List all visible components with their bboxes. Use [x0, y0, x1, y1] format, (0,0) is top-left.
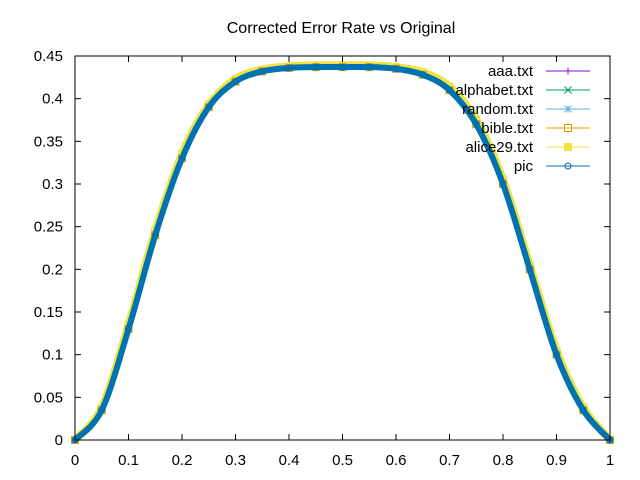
legend-label: aaa.txt — [488, 63, 534, 80]
data-point — [312, 63, 320, 71]
legend-label: pic — [514, 158, 534, 175]
chart-title: Corrected Error Rate vs Original — [227, 20, 456, 37]
legend-item: alice29.txt — [465, 139, 590, 156]
legend: aaa.txt alphabet.txt random.txt bible.txt al… — [455, 63, 590, 175]
x-tick-label: 0.6 — [386, 452, 407, 469]
y-tick-label: 0.4 — [42, 91, 63, 108]
data-point — [151, 231, 159, 239]
data-point — [258, 67, 266, 75]
legend-marker — [564, 86, 572, 94]
y-tick-label: 0.3 — [42, 176, 63, 193]
legend-marker — [564, 162, 572, 170]
legend-label: alphabet.txt — [455, 82, 533, 99]
data-point — [232, 78, 239, 86]
y-tick-label: 0.25 — [34, 219, 63, 236]
y-tick-label: 0.1 — [42, 347, 63, 364]
x-tick-label: 0.1 — [118, 452, 139, 469]
data-point — [553, 351, 560, 359]
data-point — [285, 64, 293, 72]
legend-item: bible.txt — [481, 120, 590, 137]
x-tick-label: 0.4 — [279, 452, 300, 469]
axes: 0 0.1 0.2 0.3 0.4 0.5 0.6 0.7 0.8 0.9 1 0 0.05 0.1 0.1… — [34, 48, 614, 469]
x-tick-label: 0.7 — [439, 452, 460, 469]
legend-label: bible.txt — [481, 120, 534, 137]
x-tick-label: 0 — [71, 452, 79, 469]
data-point — [339, 63, 346, 71]
legend-item: random.txt — [462, 101, 590, 118]
data-point — [472, 120, 480, 128]
data-point — [392, 65, 400, 73]
plot-area — [71, 61, 614, 444]
y-tick-label: 0.35 — [34, 133, 63, 150]
data-point — [125, 325, 132, 333]
data-point — [499, 180, 507, 188]
data-point — [365, 63, 373, 71]
x-tick-label: 0.8 — [493, 452, 514, 469]
legend-marker — [564, 143, 572, 151]
x-tick-label: 0.5 — [332, 452, 353, 469]
x-tick-label: 0.3 — [225, 452, 246, 469]
y-tick-label: 0.45 — [34, 48, 63, 65]
data-point — [579, 406, 587, 414]
y-tick-label: 0.15 — [34, 304, 63, 321]
data-point — [446, 86, 453, 94]
legend-marker — [564, 124, 572, 132]
x-tick-label: 0.2 — [172, 452, 193, 469]
legend-item: aaa.txt — [488, 63, 590, 80]
x-tick-label: 1 — [606, 452, 614, 469]
y-tick-label: 0 — [55, 432, 63, 449]
series-pic — [71, 63, 614, 444]
legend-item: pic — [514, 158, 590, 175]
data-point — [526, 265, 534, 273]
legend-label: random.txt — [462, 101, 534, 118]
data-point — [419, 71, 427, 79]
data-point — [205, 103, 213, 111]
y-tick-label: 0.05 — [34, 389, 63, 406]
data-point — [98, 406, 106, 414]
x-tick-label: 0.9 — [546, 452, 567, 469]
y-tick-label: 0.2 — [42, 261, 63, 278]
legend-marker — [564, 105, 572, 113]
series-line — [72, 63, 613, 443]
legend-marker — [564, 67, 572, 75]
legend-label: alice29.txt — [465, 139, 533, 156]
legend-item: alphabet.txt — [455, 82, 590, 99]
data-point — [178, 154, 186, 162]
